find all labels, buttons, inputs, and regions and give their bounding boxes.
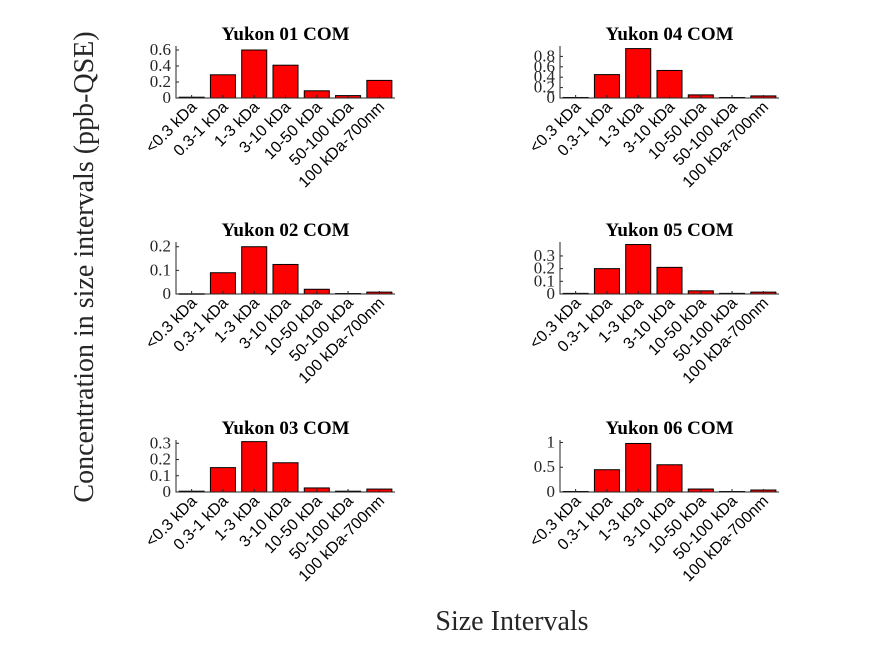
y-tick-label: 0.2 xyxy=(150,72,171,91)
y-axis-label: Concentration in size intervals (ppb-QSE… xyxy=(69,31,100,502)
y-tick-label: 0.1 xyxy=(534,271,555,290)
y-tick-label: 0.5 xyxy=(534,457,555,476)
y-tick-label: 0.8 xyxy=(534,46,555,65)
bar-2 xyxy=(209,74,236,99)
bar-2 xyxy=(593,74,620,99)
bar-4 xyxy=(656,464,683,493)
bar-3 xyxy=(241,441,268,493)
bar-4 xyxy=(272,462,299,493)
bar-2 xyxy=(209,272,236,295)
bar-3 xyxy=(625,48,652,99)
y-tick-label: 0 xyxy=(547,284,556,303)
panel-title: Yukon 04 COM xyxy=(605,24,733,45)
bar-4 xyxy=(272,64,299,99)
y-tick-label: 1 xyxy=(547,432,556,451)
y-tick-label: 0.1 xyxy=(150,466,171,485)
y-tick-label: 0.1 xyxy=(150,260,171,279)
bar-2 xyxy=(593,469,620,493)
y-tick-label: 0 xyxy=(547,482,556,501)
y-tick-label: 0.4 xyxy=(150,56,172,75)
y-tick-label: 0 xyxy=(163,482,172,501)
bar-2 xyxy=(593,268,620,295)
y-tick-label: 0.6 xyxy=(534,57,555,76)
y-tick-label: 0.2 xyxy=(150,450,171,469)
y-tick-label: 0 xyxy=(547,88,556,107)
panel-title: Yukon 01 COM xyxy=(221,24,349,45)
panel-title: Yukon 02 COM xyxy=(221,220,349,241)
bar-4 xyxy=(656,266,683,295)
bar-3 xyxy=(625,442,652,493)
y-tick-label: 0.4 xyxy=(534,67,556,86)
bar-2 xyxy=(209,467,236,493)
bar-4 xyxy=(272,263,299,295)
y-tick-label: 0.6 xyxy=(150,40,171,59)
y-tick-label: 0 xyxy=(163,88,172,107)
bar-3 xyxy=(625,244,652,295)
bar-4 xyxy=(656,69,683,99)
panel-title: Yukon 05 COM xyxy=(605,220,733,241)
bar-3 xyxy=(241,49,268,99)
x-axis-label: Size Intervals xyxy=(435,606,588,637)
y-tick-label: 0.2 xyxy=(534,259,555,278)
y-tick-label: 0 xyxy=(163,284,172,303)
panel-title: Yukon 06 COM xyxy=(605,418,733,439)
y-tick-label: 0.2 xyxy=(534,78,555,97)
bar-3 xyxy=(241,246,268,295)
y-tick-label: 0.2 xyxy=(150,237,171,256)
panel-title: Yukon 03 COM xyxy=(221,418,349,439)
y-tick-label: 0.3 xyxy=(150,433,171,452)
y-tick-label: 0.3 xyxy=(534,246,555,265)
